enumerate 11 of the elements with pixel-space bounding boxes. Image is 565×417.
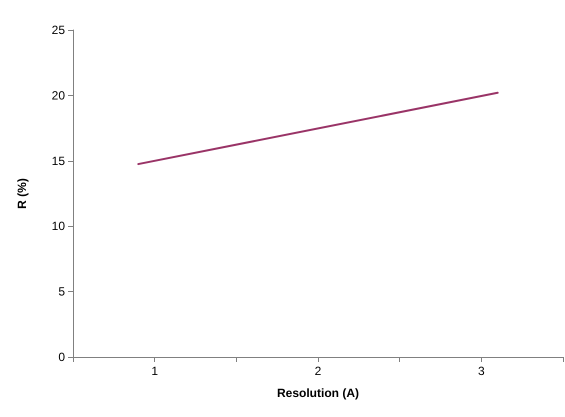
y-tick-label: 15 <box>52 154 66 168</box>
y-tick-label: 5 <box>58 284 66 299</box>
x-axis-title: Resolution (A) <box>277 386 359 400</box>
y-tick-label: 20 <box>52 88 66 102</box>
y-axis-title: R (%) <box>15 178 29 209</box>
x-tick-label: 2 <box>314 364 322 378</box>
x-tick-label: 3 <box>478 364 485 378</box>
y-tick-label: 10 <box>52 219 66 234</box>
y-tick-label: 25 <box>52 23 66 37</box>
y-tick-label: 0 <box>58 350 66 364</box>
x-tick-label: 1 <box>151 364 158 378</box>
